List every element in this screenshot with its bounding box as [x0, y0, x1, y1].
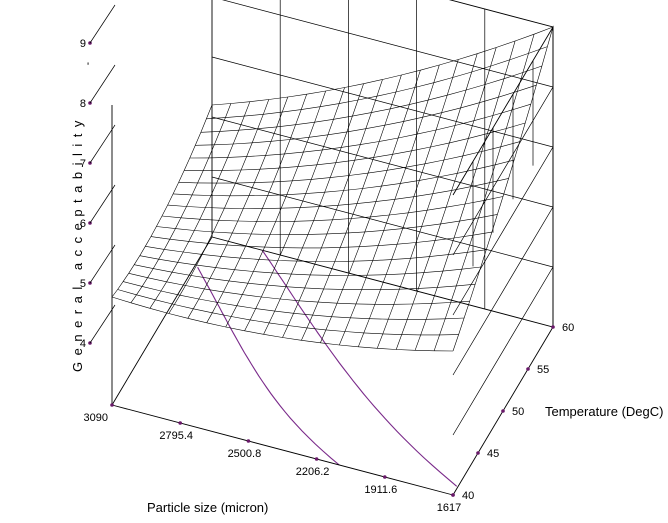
x-tick-dot [314, 457, 319, 461]
x-tick-label: 1617 [437, 502, 461, 514]
z-tick-label: 8 [80, 98, 86, 110]
x-tick-label: 1911.6 [364, 484, 397, 496]
x-tick-label: 3090 [84, 412, 108, 424]
y-tick-dot [451, 493, 455, 497]
z-tick-label: 5 [80, 278, 86, 290]
mesh-line-y [150, 231, 492, 249]
wall-z-gridline [211, 56, 554, 316]
side-wall-outline [452, 25, 554, 327]
y-tick-dot [526, 367, 530, 371]
mesh-line-x [433, 34, 535, 351]
mesh-line-y [111, 296, 454, 352]
wall-z-gridline [211, 176, 554, 436]
stray-mark: ' [87, 61, 89, 73]
y-axis-title: Temperature (DegC) [545, 404, 664, 419]
mesh-line-y [195, 84, 537, 146]
x-tick-label: 2500.8 [228, 448, 262, 460]
x-tick-dot [246, 439, 251, 443]
y-tick-dot [551, 325, 555, 329]
mesh-line-y [178, 141, 520, 184]
response-surface-mesh [111, 26, 554, 352]
x-axis-line [111, 404, 454, 496]
wall-z-gridline [221, 0, 554, 256]
y-tick-label: 50 [512, 406, 524, 418]
mesh-line-y [145, 246, 487, 262]
mesh-line-y [200, 65, 542, 133]
mesh-line-y [206, 46, 548, 120]
mesh-line-x [358, 59, 459, 347]
x-tick-label: 2795.4 [159, 430, 193, 442]
y-tick-label: 60 [562, 322, 574, 334]
wall-z-gridline [211, 116, 554, 376]
mesh-line-x [339, 64, 440, 346]
contour-line [261, 249, 458, 487]
mesh-line-x [320, 70, 421, 343]
mesh-line-x [414, 40, 516, 351]
mesh-line-x [149, 101, 251, 309]
x-tick-label: 2206.2 [296, 466, 330, 478]
mesh-line-y [211, 26, 554, 106]
y-tick-dot [501, 409, 505, 413]
z-tick-guide [89, 184, 116, 224]
mesh-line-x [111, 104, 213, 298]
z-tick-label: 6 [80, 218, 86, 230]
z-tick-guide [89, 4, 116, 44]
x-tick-dot [383, 475, 387, 479]
y-tick-label: 55 [537, 364, 549, 376]
back-wall-outline [211, 0, 554, 328]
mesh-line-x [225, 90, 326, 328]
y-tick-label: 45 [487, 448, 499, 460]
z-tick-guide [89, 64, 116, 104]
contour-line [197, 266, 340, 466]
z-tick-guide [89, 124, 116, 164]
z-tick-label: 7 [80, 158, 86, 170]
x-tick-dot [178, 421, 182, 425]
z-tick-guide [89, 244, 116, 284]
z-tick-label: 9 [80, 38, 86, 50]
z-axis-title: General acceptability [70, 114, 85, 372]
z-tick-guide [89, 304, 116, 344]
base-back-edge [111, 236, 213, 406]
mesh-line-y [156, 214, 498, 235]
mesh-line-x [130, 103, 232, 303]
x-axis-title: Particle size (micron) [147, 500, 268, 515]
base-contours [197, 249, 458, 487]
mesh-line-y [117, 289, 459, 336]
y-tick-label: 40 [462, 490, 474, 502]
y-tick-dot [476, 451, 480, 455]
mesh-line-x [301, 74, 402, 341]
x-tick-dot [110, 403, 114, 407]
z-tick-label: 4 [80, 338, 86, 350]
back-walls [211, 0, 554, 436]
mesh-line-x [452, 26, 554, 352]
axis-ticks: 30902795.42500.82206.21911.6161740455055… [80, 4, 574, 514]
